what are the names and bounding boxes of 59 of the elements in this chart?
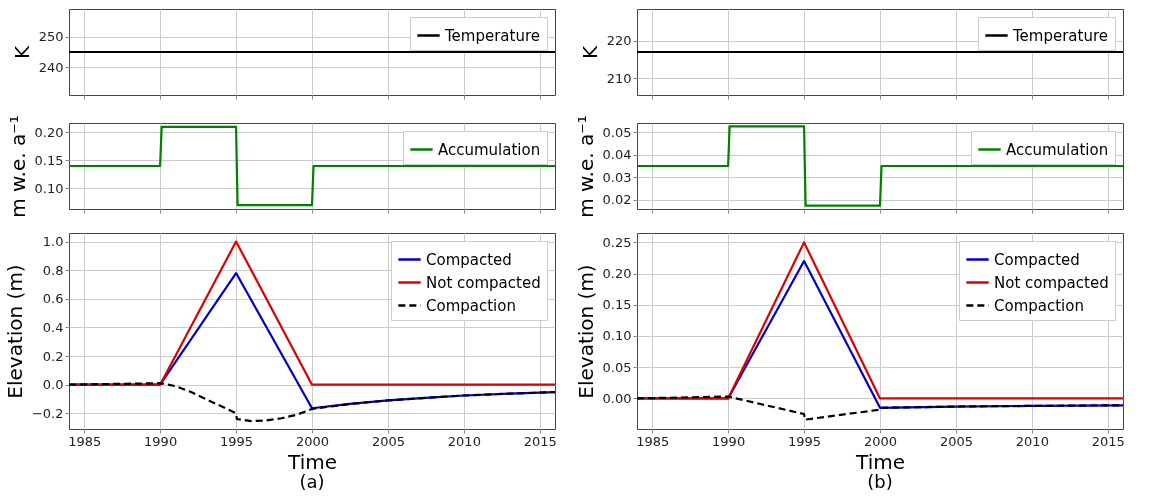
y-tick-label: 0.10 <box>602 328 632 344</box>
y-tick-label: 0.20 <box>34 124 64 140</box>
y-tick-label: 240 <box>38 59 64 75</box>
x-tick-label: 2015 <box>523 433 557 449</box>
y-axis-title: m w.e. a⁻¹ <box>5 115 30 218</box>
legend-label: Temperature <box>444 26 541 45</box>
x-tick-label: 2015 <box>1091 433 1125 449</box>
x-tick-label: 2005 <box>939 433 973 449</box>
x-tick-label: 2000 <box>295 433 330 449</box>
legend-label: Compacted <box>426 250 512 269</box>
y-tick-label: 0.2 <box>42 348 64 364</box>
y-tick-label: 0.8 <box>42 262 64 278</box>
y-tick-label: 0.6 <box>42 291 64 307</box>
y-tick-label: 0.00 <box>602 390 632 406</box>
y-tick-label: 0.15 <box>34 152 64 168</box>
x-tick-label: 2000 <box>863 433 898 449</box>
y-tick-label: 0.25 <box>602 234 632 250</box>
y-tick-label: 0.04 <box>602 147 632 163</box>
x-axis-title: Time <box>855 449 905 474</box>
legend-label: Compacted <box>994 250 1080 269</box>
y-tick-label: 0.05 <box>602 359 632 375</box>
y-tick-label: 0.10 <box>34 180 64 196</box>
y-tick-label: 0.0 <box>42 377 64 393</box>
legend-label: Not compacted <box>994 273 1109 292</box>
y-tick-label: 0.05 <box>602 124 632 140</box>
y-axis-title: K <box>9 45 34 60</box>
y-axis-title: K <box>577 45 602 60</box>
legend-label: Temperature <box>1012 26 1109 45</box>
x-tick-label: 2010 <box>1015 433 1049 449</box>
x-tick-label: 1985 <box>636 433 670 449</box>
x-tick-label: 2010 <box>447 433 481 449</box>
y-tick-label: 250 <box>38 29 64 45</box>
x-tick-label: 1990 <box>712 433 746 449</box>
legend-label: Not compacted <box>426 273 541 292</box>
text: (b) <box>867 471 893 492</box>
x-tick-label: 1995 <box>220 433 254 449</box>
y-tick-label: 0.03 <box>602 169 632 185</box>
y-tick-label: 0.4 <box>42 319 64 335</box>
y-tick-label: 0.20 <box>602 266 632 282</box>
y-tick-label: 210 <box>606 70 632 86</box>
line-series <box>69 382 555 423</box>
x-axis-title: Time <box>287 449 337 474</box>
y-tick-label: −0.2 <box>31 405 64 421</box>
y-axis-title: Elevation (m) <box>2 264 27 399</box>
y-tick-label: 0.15 <box>602 297 632 313</box>
legend-label: Accumulation <box>1006 140 1109 159</box>
x-tick-label: 1985 <box>68 433 102 449</box>
legend-label: Compaction <box>426 296 516 315</box>
y-tick-label: 1.0 <box>42 234 64 250</box>
legend-label: Accumulation <box>438 140 541 159</box>
y-axis-title: m w.e. a⁻¹ <box>573 115 598 218</box>
x-tick-label: 2005 <box>371 433 405 449</box>
y-tick-label: 220 <box>606 33 632 49</box>
y-axis-title: Elevation (m) <box>573 264 598 399</box>
text: (a) <box>299 471 325 492</box>
x-tick-label: 1990 <box>144 433 178 449</box>
x-tick-label: 1995 <box>788 433 822 449</box>
legend-label: Compaction <box>994 296 1084 315</box>
y-tick-label: 0.02 <box>602 192 632 208</box>
